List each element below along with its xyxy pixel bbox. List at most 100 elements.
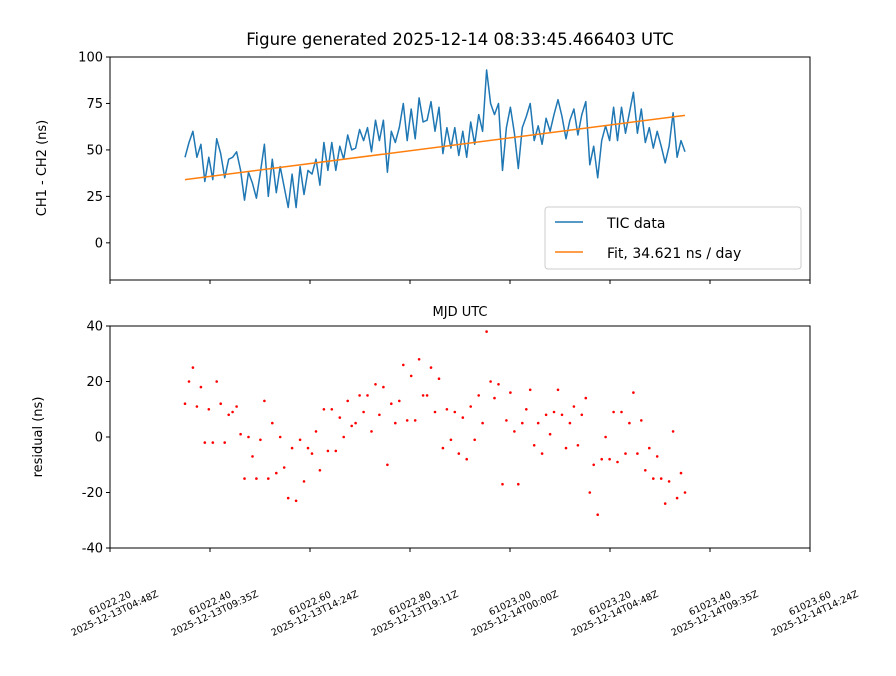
residual-point <box>659 477 663 480</box>
residual-ylabel: residual (ns) <box>31 397 46 478</box>
residual-point <box>592 463 595 467</box>
residual-point <box>640 419 643 422</box>
residual-axes: MJD UTC -40 -20 0 20 40 61022.202025-12-13T0… <box>31 305 861 639</box>
residual-point <box>318 469 322 472</box>
residual-point <box>223 441 226 444</box>
residual-point <box>596 513 599 516</box>
residual-point <box>636 452 639 455</box>
residual-point <box>298 438 302 442</box>
residual-point <box>207 408 211 411</box>
residual-point <box>667 480 671 483</box>
residual-ytick-label: 20 <box>86 375 103 390</box>
residual-point <box>683 491 687 494</box>
residual-point <box>469 405 473 408</box>
residual-point <box>199 385 203 389</box>
residual-point <box>576 444 580 447</box>
tic-data-line <box>184 69 686 209</box>
residual-point <box>231 410 234 414</box>
residual-point <box>671 430 675 433</box>
residual-point <box>544 413 548 417</box>
residual-point <box>437 377 441 381</box>
residual-point <box>489 380 492 383</box>
legend-fit-label: Fit, 34.621 ns / day <box>607 246 741 262</box>
residual-point <box>314 430 318 433</box>
residual-point <box>612 410 615 414</box>
residual-point <box>457 452 461 455</box>
residual-point <box>564 446 568 450</box>
residual-point <box>441 446 445 450</box>
residual-ytick-label: 40 <box>86 320 103 335</box>
residual-point <box>513 430 516 433</box>
residual-point <box>187 380 191 383</box>
residual-point <box>517 482 520 486</box>
residual-point <box>326 449 330 453</box>
residual-point <box>239 432 242 436</box>
residual-point <box>560 413 564 417</box>
residual-point <box>338 416 342 419</box>
residual-point <box>370 430 373 433</box>
residual-point <box>584 396 588 400</box>
residual-point <box>330 408 334 411</box>
residual-point <box>608 457 611 461</box>
residual-point <box>421 394 425 397</box>
residual-point <box>354 421 357 425</box>
residual-point <box>263 399 266 403</box>
residual-point <box>409 374 413 378</box>
residual-point <box>616 460 619 464</box>
residual-point <box>247 435 250 439</box>
residual-point <box>203 441 207 444</box>
residual-ytick-label: -20 <box>82 486 103 501</box>
residual-point <box>663 502 667 505</box>
residual-point <box>374 383 377 386</box>
residual-point <box>378 413 381 417</box>
tic-ytick-label: 50 <box>86 143 103 158</box>
residual-point <box>243 477 246 480</box>
legend: TIC data Fit, 34.621 ns / day <box>544 206 802 270</box>
residual-point <box>219 402 222 406</box>
legend-tic-label: TIC data <box>606 216 665 232</box>
residual-point <box>568 421 572 425</box>
residual-point <box>679 471 683 475</box>
residual-point <box>402 363 405 367</box>
residual-point <box>477 394 481 397</box>
residual-point <box>358 394 361 397</box>
residual-ytick-label: -40 <box>82 542 103 557</box>
fit-line <box>184 114 686 181</box>
residual-point <box>302 480 306 483</box>
residual-point <box>398 399 401 403</box>
residual-point <box>271 421 274 425</box>
tic-ytick-label: 25 <box>86 190 103 205</box>
residual-point <box>552 410 556 414</box>
residual-point <box>580 413 584 417</box>
residual-point <box>195 405 199 408</box>
residual-point <box>505 419 508 422</box>
residual-point <box>235 405 238 408</box>
residual-point <box>290 446 294 450</box>
residual-point <box>501 482 504 486</box>
figure-title: Figure generated 2025-12-14 08:33:45.466… <box>246 30 674 49</box>
tic-axes: 0 25 50 75 100 CH1 - CH2 (ns) TIC data Fit, … <box>35 51 811 284</box>
residual-axes-frame <box>109 325 811 549</box>
residual-point <box>461 416 465 419</box>
residual-point <box>282 466 286 469</box>
residual-point <box>481 421 484 425</box>
residual-point <box>215 380 218 383</box>
residual-point <box>251 455 254 458</box>
residual-point <box>334 449 338 453</box>
residual-point <box>485 330 488 333</box>
residual-point <box>473 438 477 442</box>
residual-point <box>306 446 310 450</box>
residual-point <box>382 385 385 389</box>
residual-point <box>465 457 469 461</box>
residual-point <box>652 477 655 480</box>
residual-point <box>509 391 512 394</box>
residual-point <box>493 396 496 400</box>
residual-point <box>294 499 298 503</box>
residual-point <box>286 496 290 500</box>
